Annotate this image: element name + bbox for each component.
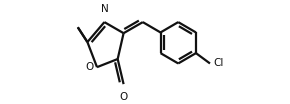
Text: Cl: Cl xyxy=(214,58,224,68)
Text: O: O xyxy=(85,62,93,72)
Text: N: N xyxy=(101,4,109,14)
Text: O: O xyxy=(119,92,128,102)
